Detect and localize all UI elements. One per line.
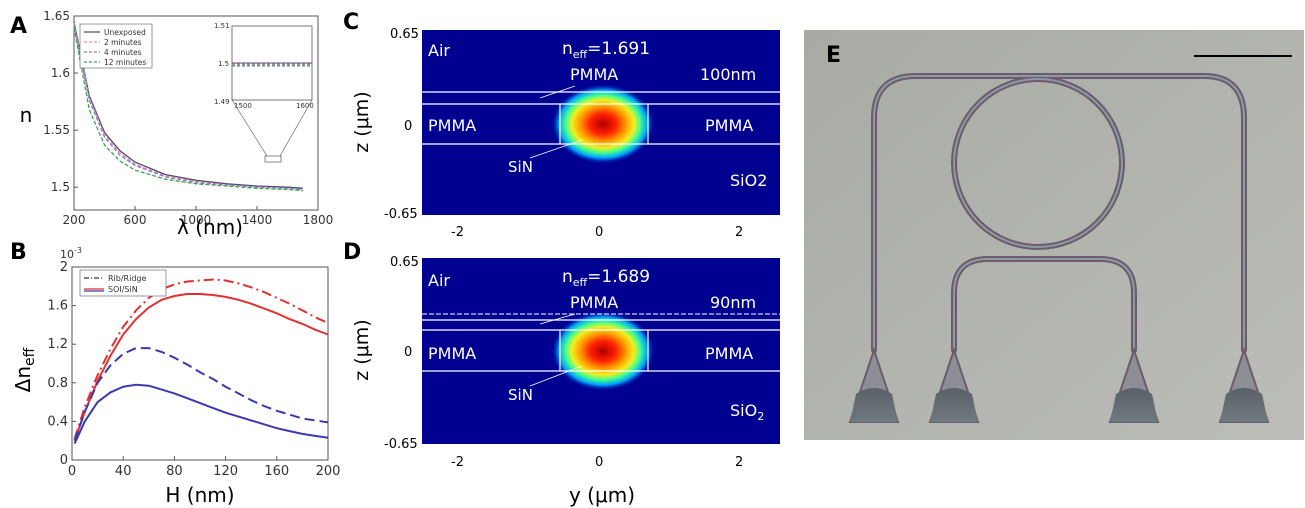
x-axis-label: λ (nm) <box>177 215 243 239</box>
inset-ytick: 1.49 <box>214 98 230 106</box>
x-tick-label: 0 <box>68 464 76 479</box>
x-axis-label: y (μm) <box>569 483 635 507</box>
label-air: Air <box>428 41 450 60</box>
label-thickness: 100nm <box>700 65 756 84</box>
label-thickness: 90nm <box>710 293 756 312</box>
mode-field <box>551 84 655 164</box>
label-pmma-left: PMMA <box>428 116 476 135</box>
ytick: 0.65 <box>390 27 419 42</box>
inset-xtick: 1600 <box>296 102 314 110</box>
panel-d-mode-profile: Air neff=1.689 PMMA 90nm PMMA PMMA SiN S… <box>351 255 780 507</box>
series-line <box>73 21 303 189</box>
x-tick-label: 600 <box>124 213 147 227</box>
series-line <box>73 278 329 440</box>
label-air: Air <box>428 271 450 290</box>
label-substrate: SiO2 <box>730 171 767 190</box>
x-tick-label: 200 <box>316 464 340 479</box>
svg-text:Rib/Ridge: Rib/Ridge <box>108 274 146 283</box>
y-tick-label: 0.4 <box>47 414 68 429</box>
x-tick-label: 200 <box>63 213 86 227</box>
neff-label: neff=1.691 <box>562 39 650 61</box>
label-pmma-left: PMMA <box>428 344 476 363</box>
inset-plot: 1.51 1.5 1.49 1500 1600 <box>214 22 314 163</box>
y-tick-label: 1.6 <box>51 66 70 80</box>
ytick: 0.65 <box>390 255 419 270</box>
mode-field <box>551 311 655 391</box>
waveguide-highlight <box>873 75 1245 350</box>
ytick: 0 <box>404 345 412 360</box>
xtick: 2 <box>735 225 743 240</box>
plot-frame <box>71 266 329 461</box>
xtick: -2 <box>451 455 464 470</box>
panel-letter-b: B <box>10 240 27 265</box>
x-tick-label: 120 <box>213 464 238 479</box>
ytick: -0.65 <box>384 207 418 222</box>
legend-label: 2 minutes <box>104 38 142 47</box>
label-substrate: SiO2 <box>730 401 764 423</box>
panel-letter-c: C <box>343 10 360 35</box>
x-tick-label: 1800 <box>303 213 334 227</box>
label-sin: SiN <box>508 386 533 404</box>
inset-xtick: 1500 <box>234 102 252 110</box>
panel-letter-e: E <box>826 43 841 68</box>
label-pmma-top: PMMA <box>570 65 618 84</box>
y-tick-label: 0.8 <box>47 376 68 391</box>
neff-label: neff=1.689 <box>562 267 650 289</box>
series-line <box>73 293 329 442</box>
panel-c-mode-profile: Air neff=1.691 PMMA 100nm PMMA PMMA SiN … <box>351 27 780 240</box>
ytick: 0 <box>404 119 412 134</box>
xtick: 2 <box>735 455 743 470</box>
panel-a-chart: 200 600 1000 1400 1800 1.5 1.55 1.6 1.65 Unexpo… <box>20 9 334 239</box>
y-tick-label: 1.6 <box>47 299 68 314</box>
y-axis-label: z (μm) <box>351 91 373 152</box>
label-pmma-top: PMMA <box>570 293 618 312</box>
legend-label: 12 minutes <box>104 58 146 67</box>
y-tick-label: 2 <box>60 260 68 275</box>
grating-couplers <box>848 346 1270 423</box>
series-line <box>73 347 329 442</box>
legend: Rib/Ridge SOI/SiN <box>79 269 167 297</box>
x-axis-label: H (nm) <box>165 483 234 507</box>
panel-b-chart: 0 40 80 120 160 200 0 0.4 0.8 1.2 1.6 2 10-3 Rib/R… <box>11 246 340 507</box>
svg-text:SOI/SiN: SOI/SiN <box>108 285 138 294</box>
label-sin: SiN <box>508 158 533 176</box>
series-line <box>73 23 303 191</box>
y-axis-label: n <box>20 103 33 127</box>
ytick: -0.65 <box>384 437 418 452</box>
y-tick-label: 1.65 <box>43 9 70 23</box>
xtick: 0 <box>595 225 603 240</box>
series-line <box>73 27 303 192</box>
series-line <box>73 383 329 445</box>
inset-ytick: 1.51 <box>214 22 230 30</box>
label-pmma-right: PMMA <box>705 116 753 135</box>
y-tick-label: 1.5 <box>51 180 70 194</box>
xtick: -2 <box>451 225 464 240</box>
panel-e-micrograph: E <box>804 30 1304 440</box>
x-tick-label: 1400 <box>242 213 273 227</box>
scale-factor: 10-3 <box>60 246 82 261</box>
x-tick-label: 80 <box>166 464 183 479</box>
x-tick-label: 40 <box>115 464 132 479</box>
xtick: 0 <box>595 455 603 470</box>
y-axis-label: z (μm) <box>351 319 373 380</box>
legend-label: Unexposed <box>104 28 146 37</box>
y-tick-label: 1.2 <box>47 337 68 352</box>
panel-letter-d: D <box>343 240 362 265</box>
y-tick-label: 1.55 <box>43 123 70 137</box>
label-pmma-right: PMMA <box>705 344 753 363</box>
micrograph-background <box>804 30 1304 440</box>
panel-letter-a: A <box>10 14 28 39</box>
y-tick-label: 0 <box>60 453 68 468</box>
x-tick-label: 1000 <box>181 213 212 227</box>
y-axis-label: Δneff <box>11 347 38 392</box>
inset-ytick: 1.5 <box>218 60 229 68</box>
legend-label: 4 minutes <box>104 48 142 57</box>
x-tick-label: 160 <box>264 464 289 479</box>
